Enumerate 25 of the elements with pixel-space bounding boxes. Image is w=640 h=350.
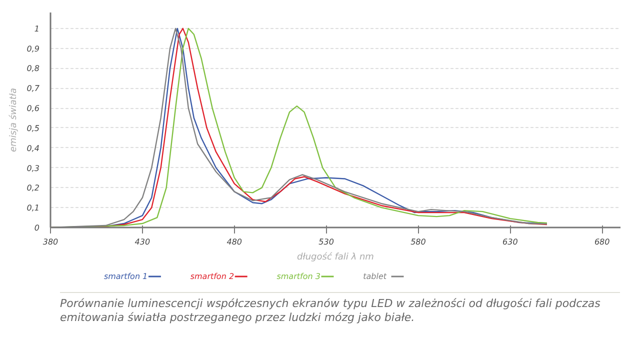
- x-tick-label: 680: [594, 238, 610, 246]
- y-tick-label: 0,6: [26, 104, 40, 114]
- y-tick-label: 0,1: [26, 204, 40, 213]
- y-tick-label: 1: [34, 24, 40, 34]
- y-axis-title: emisja światła: [8, 88, 19, 152]
- y-tick-label: 0,9: [26, 44, 40, 54]
- y-tick-label: 0,3: [26, 164, 40, 173]
- y-tick-label: 0,5: [26, 124, 40, 133]
- legend-label: smartfon 3: [276, 272, 320, 281]
- x-tick-label: 530: [318, 238, 334, 246]
- x-tick-label: 480: [226, 238, 242, 246]
- legend-label: tablet: [363, 272, 388, 281]
- y-tick-label: 0,2: [26, 184, 40, 193]
- x-tick-label: 630: [502, 238, 518, 246]
- x-tick-label: 430: [134, 238, 150, 246]
- x-tick-label: 380: [42, 238, 58, 246]
- y-tick-label: 0: [34, 224, 40, 232]
- x-axis-title: długość fali λ nm: [297, 252, 374, 262]
- text: Porównanie luminescencji współczesnych ekranów typu LED w zależności od długości fali podczas emitowania światła postrzeganego przez ludzki mózg jako białe.: [60, 297, 602, 325]
- y-tick-label: 0,4: [26, 144, 40, 153]
- y-tick-label: 0,7: [26, 84, 40, 94]
- x-tick-label: 580: [410, 238, 426, 246]
- legend-label: smartfon 1: [104, 272, 148, 281]
- y-tick-label: 0,8: [26, 64, 40, 74]
- legend-label: smartfon 2: [190, 272, 234, 281]
